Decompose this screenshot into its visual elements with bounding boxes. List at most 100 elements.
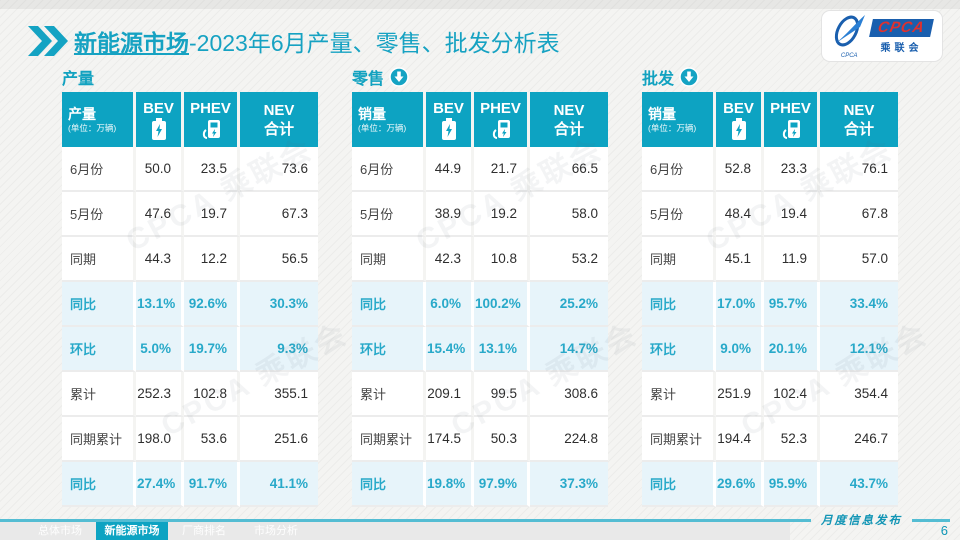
- table-row: 5月份 48.4 19.4 67.8: [642, 192, 898, 237]
- cell-value: 67.8: [820, 192, 898, 237]
- row-label: 同期累计: [62, 417, 136, 462]
- cell-value: 33.4%: [820, 282, 898, 327]
- table-unit-label: (单位：万辆): [648, 122, 697, 133]
- footer-tab-item[interactable]: 厂商排名: [182, 525, 226, 537]
- row-label: 同期: [642, 237, 716, 282]
- cell-value: 92.6%: [184, 282, 240, 327]
- row-label: 同比: [62, 282, 136, 327]
- row-label: 同比: [62, 462, 136, 507]
- cell-value: 23.3: [764, 147, 820, 192]
- cell-value: 13.1%: [474, 327, 530, 372]
- table-row: 同比 13.1% 92.6% 30.3%: [62, 282, 318, 327]
- footer-tab-item[interactable]: 市场分析: [254, 525, 298, 537]
- row-label: 累计: [62, 372, 136, 417]
- cpca-wordmark: CPCA 乘联会: [869, 18, 934, 54]
- footer-line-right: [912, 518, 950, 522]
- circle-down-arrow-icon: [389, 67, 409, 87]
- charger-icon: [202, 119, 220, 139]
- row-label: 环比: [642, 327, 716, 372]
- cell-value: 25.2%: [530, 282, 608, 327]
- row-label: 同比: [352, 282, 426, 327]
- retail-table: 销量 (单位：万辆) BEV PHEV NEV 合计: [352, 92, 608, 507]
- title-rest: -2023年6月产量、零售、批发分析表: [189, 30, 560, 56]
- cell-value: 38.9: [426, 192, 474, 237]
- charger-icon: [492, 119, 510, 139]
- row-label: 6月份: [642, 147, 716, 192]
- cell-value: 100.2%: [474, 282, 530, 327]
- row-label: 同期: [62, 237, 136, 282]
- cell-value: 19.4: [764, 192, 820, 237]
- table-row: 环比 5.0% 19.7% 9.3%: [62, 327, 318, 372]
- top-strip: [0, 0, 960, 9]
- table-row: 6月份 50.0 23.5 73.6: [62, 147, 318, 192]
- title-highlight: 新能源市场: [74, 30, 189, 56]
- cell-value: 102.4: [764, 372, 820, 417]
- table-row: 6月份 44.9 21.7 66.5: [352, 147, 608, 192]
- cell-value: 174.5: [426, 417, 474, 462]
- cell-value: 43.7%: [820, 462, 898, 507]
- cell-value: 73.6: [240, 147, 318, 192]
- cell-value: 29.6%: [716, 462, 764, 507]
- panel-retail: 零售 销量 (单位：万辆) BEV: [352, 62, 608, 507]
- table-row: 环比 15.4% 13.1% 14.7%: [352, 327, 608, 372]
- cpca-subtext: 乘联会: [880, 42, 923, 54]
- cell-value: 41.1%: [240, 462, 318, 507]
- table-row: 同比 6.0% 100.2% 25.2%: [352, 282, 608, 327]
- cell-value: 99.5: [474, 372, 530, 417]
- cell-value: 52.8: [716, 147, 764, 192]
- footer-tab-active[interactable]: 新能源市场: [96, 522, 168, 540]
- circle-down-arrow-icon: [679, 67, 699, 87]
- header: 新能源市场-2023年6月产量、零售、批发分析表: [28, 18, 810, 64]
- cell-value: 23.5: [184, 147, 240, 192]
- cell-value: 19.7%: [184, 327, 240, 372]
- column-header-nev: NEV 合计: [820, 92, 898, 147]
- table-unit-label: (单位：万辆): [68, 122, 117, 133]
- cell-value: 66.5: [530, 147, 608, 192]
- table-measure-label: 产量: [68, 105, 96, 122]
- tables-container: 产量 产量 (单位：万辆) BEV PHE: [62, 62, 898, 507]
- swoosh-caption: CPCA: [840, 53, 858, 59]
- column-header-phev: PHEV: [764, 92, 820, 147]
- cell-value: 56.5: [240, 237, 318, 282]
- row-label: 同期: [352, 237, 426, 282]
- footer-line-left: [0, 518, 811, 522]
- row-label: 6月份: [62, 147, 136, 192]
- cell-value: 12.1%: [820, 327, 898, 372]
- cell-value: 48.4: [716, 192, 764, 237]
- row-label: 5月份: [62, 192, 136, 237]
- cell-value: 20.1%: [764, 327, 820, 372]
- cell-value: 76.1: [820, 147, 898, 192]
- footer-tab-item[interactable]: 总体市场: [38, 525, 82, 537]
- page-number: 6: [940, 523, 948, 538]
- cell-value: 11.9: [764, 237, 820, 282]
- table-row: 累计 209.1 99.5 308.6: [352, 372, 608, 417]
- cell-value: 6.0%: [426, 282, 474, 327]
- column-header-nev: NEV 合计: [530, 92, 608, 147]
- cell-value: 30.3%: [240, 282, 318, 327]
- cell-value: 50.3: [474, 417, 530, 462]
- cell-value: 246.7: [820, 417, 898, 462]
- production-table: 产量 (单位：万辆) BEV PHEV NEV 合计: [62, 92, 318, 507]
- footer-tabs: 总体市场 新能源市场 厂商排名 市场分析: [0, 522, 790, 540]
- panel-wholesale: 批发 销量 (单位：万辆) BEV: [642, 62, 898, 507]
- cpca-swoosh-icon: CPCA: [832, 13, 866, 59]
- cell-value: 9.3%: [240, 327, 318, 372]
- cpca-text: CPCA: [869, 18, 934, 37]
- header-row: 销量 (单位：万辆) BEV PHEV NEV 合计: [352, 92, 608, 147]
- cell-value: 308.6: [530, 372, 608, 417]
- row-label: 同比: [642, 282, 716, 327]
- table-row: 5月份 38.9 19.2 58.0: [352, 192, 608, 237]
- row-label: 同期累计: [352, 417, 426, 462]
- panel-production: 产量 产量 (单位：万辆) BEV PHE: [62, 62, 318, 507]
- section-label: 产量: [62, 71, 95, 88]
- table-row: 环比 9.0% 20.1% 12.1%: [642, 327, 898, 372]
- table-corner-cell: 销量 (单位：万辆): [642, 92, 716, 147]
- header-row: 产量 (单位：万辆) BEV PHEV NEV 合计: [62, 92, 318, 147]
- column-header-bev: BEV: [136, 92, 184, 147]
- row-label: 同期累计: [642, 417, 716, 462]
- cell-value: 44.3: [136, 237, 184, 282]
- cell-value: 97.9%: [474, 462, 530, 507]
- column-header-nev: NEV 合计: [240, 92, 318, 147]
- row-label: 环比: [352, 327, 426, 372]
